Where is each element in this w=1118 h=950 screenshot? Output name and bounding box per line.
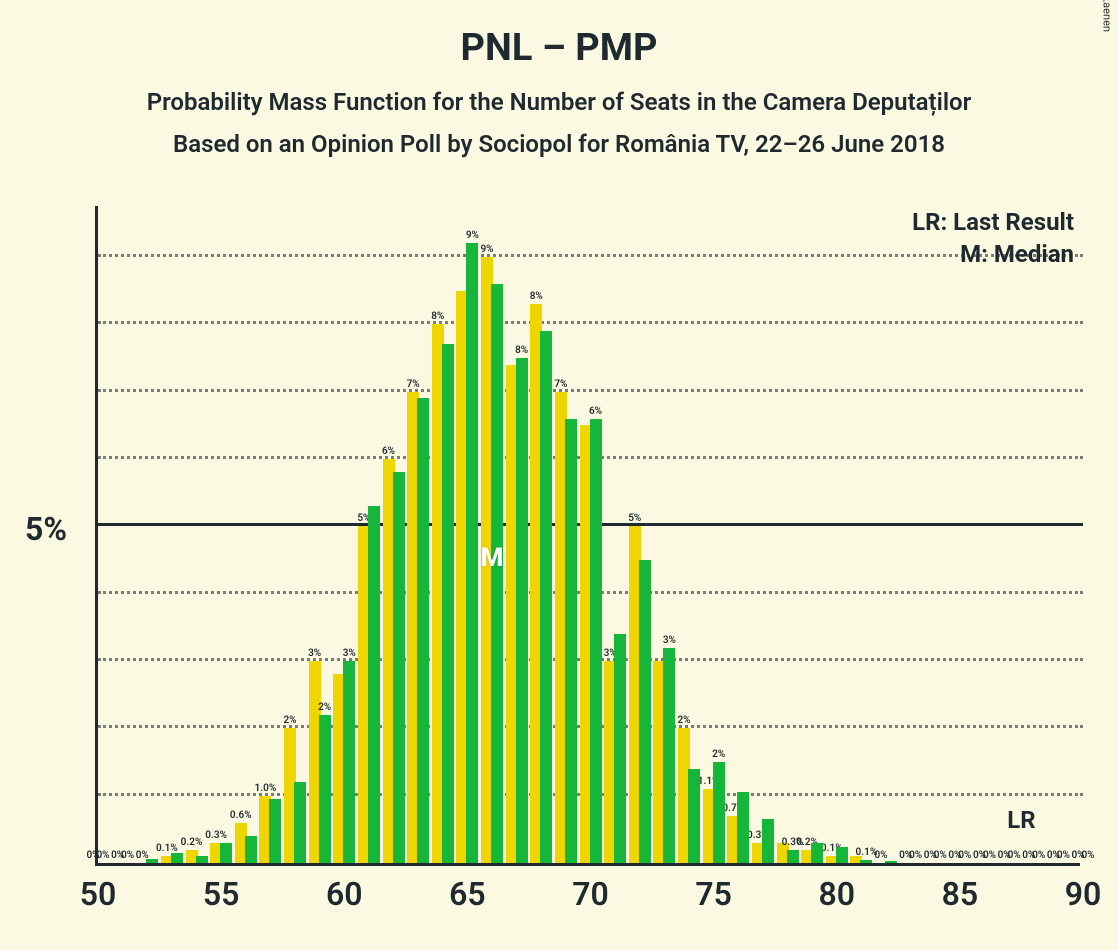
bar-value-label: 0% <box>958 850 971 861</box>
chart-subtitle-2: Based on an Opinion Poll by Sociopol for… <box>0 130 1118 158</box>
bar-value-label: 3% <box>308 648 321 659</box>
bar-value-label: 0% <box>1057 850 1070 861</box>
bar-green <box>245 836 257 863</box>
bar-value-label: 1.0% <box>255 783 277 794</box>
bar-green: 8% <box>516 358 528 863</box>
bar-green <box>220 843 232 863</box>
bar-green <box>368 506 380 863</box>
bar-value-label: 6% <box>382 446 395 457</box>
bar-green <box>885 861 897 863</box>
x-axis-tick-label: 80 <box>818 875 855 913</box>
bar-green <box>540 331 552 863</box>
bar-value-label: 8% <box>431 311 444 322</box>
x-axis-tick-label: 75 <box>695 875 732 913</box>
bar-green <box>836 847 848 863</box>
bar-value-label: 0.3% <box>205 830 227 841</box>
bar-green: 2% <box>713 762 725 863</box>
bar-green: 3% <box>663 648 675 864</box>
bar-green <box>417 398 429 863</box>
bars-group: 0%0%0%0%0%0.1%0.2%0.3%0.6%1.0%2%3%2%3%5%… <box>98 203 1083 863</box>
bar-value-label: 0% <box>96 850 109 861</box>
x-axis-tick-label: 60 <box>326 875 363 913</box>
bar-value-label: 0% <box>121 850 134 861</box>
bar-green <box>146 859 158 863</box>
bar-green: 6% <box>590 419 602 863</box>
bar-value-label: 2% <box>712 749 725 760</box>
bar-value-label: 3% <box>343 648 356 659</box>
bar-green <box>196 856 208 863</box>
bar-green: 0.3% <box>787 850 799 863</box>
bar-green <box>811 843 823 863</box>
bar-value-label: 8% <box>530 291 543 302</box>
bar-value-label: 0% <box>1008 850 1021 861</box>
chart-title: PNL – PMP <box>0 26 1118 70</box>
bar-value-label: 0.2% <box>181 837 203 848</box>
chart-subtitle-1: Probability Mass Function for the Number… <box>0 88 1118 116</box>
x-axis-tick-label: 70 <box>572 875 609 913</box>
bar-value-label: 0.3% <box>782 837 804 848</box>
x-axis-tick-label: 50 <box>80 875 117 913</box>
bar-green: 0.1% <box>860 860 872 863</box>
bar-value-label: 7% <box>554 379 567 390</box>
bar-value-label: 0.1% <box>856 847 878 858</box>
bar-green <box>614 634 626 863</box>
plot-area: LR: Last Result M: Median 0%0%0%0%0%0.1%… <box>95 206 1080 866</box>
bar-green <box>737 792 749 863</box>
x-axis-tick-label: 55 <box>203 875 240 913</box>
bar-value-label: 6% <box>589 406 602 417</box>
bar-value-label: 7% <box>407 379 420 390</box>
bar-value-label: 2% <box>318 702 331 713</box>
bar-green <box>762 819 774 863</box>
bar-green <box>294 782 306 863</box>
bar-green: 9% <box>466 243 478 863</box>
bar-value-label: 2% <box>677 715 690 726</box>
bar-value-label: 3% <box>663 635 676 646</box>
y-axis-label: 5% <box>25 510 67 548</box>
bar-value-label: 9% <box>466 230 479 241</box>
x-axis-tick-label: 85 <box>942 875 979 913</box>
bar-value-label: 9% <box>480 244 493 255</box>
last-result-marker: LR <box>1007 806 1035 834</box>
bar-green <box>565 419 577 863</box>
bar-green: 2% <box>319 715 331 863</box>
bar-value-label: 2% <box>283 715 296 726</box>
bar-value-label: 0% <box>1081 850 1094 861</box>
bar-value-label: 0% <box>934 850 947 861</box>
bar-green <box>269 799 281 863</box>
chart-container: LR: Last Result M: Median 0%0%0%0%0%0.1%… <box>95 206 1080 866</box>
bar-value-label: 0% <box>983 850 996 861</box>
bar-green <box>639 560 651 863</box>
bar-value-label: 8% <box>515 345 528 356</box>
bar-green: 3% <box>343 661 355 863</box>
bar-green <box>171 853 183 863</box>
copyright-text: © 2020 Filip van Laenen <box>1101 0 1114 32</box>
x-axis-tick-label: 65 <box>449 875 486 913</box>
bar-value-label: 0% <box>1032 850 1045 861</box>
bar-value-label: 5% <box>628 513 641 524</box>
bar-value-label: 0.6% <box>230 810 252 821</box>
bar-value-label: 0% <box>909 850 922 861</box>
bar-green <box>442 344 454 863</box>
median-marker: M <box>481 543 504 573</box>
x-axis-tick-label: 90 <box>1065 875 1102 913</box>
bar-green <box>393 472 405 863</box>
bar-green <box>688 769 700 863</box>
